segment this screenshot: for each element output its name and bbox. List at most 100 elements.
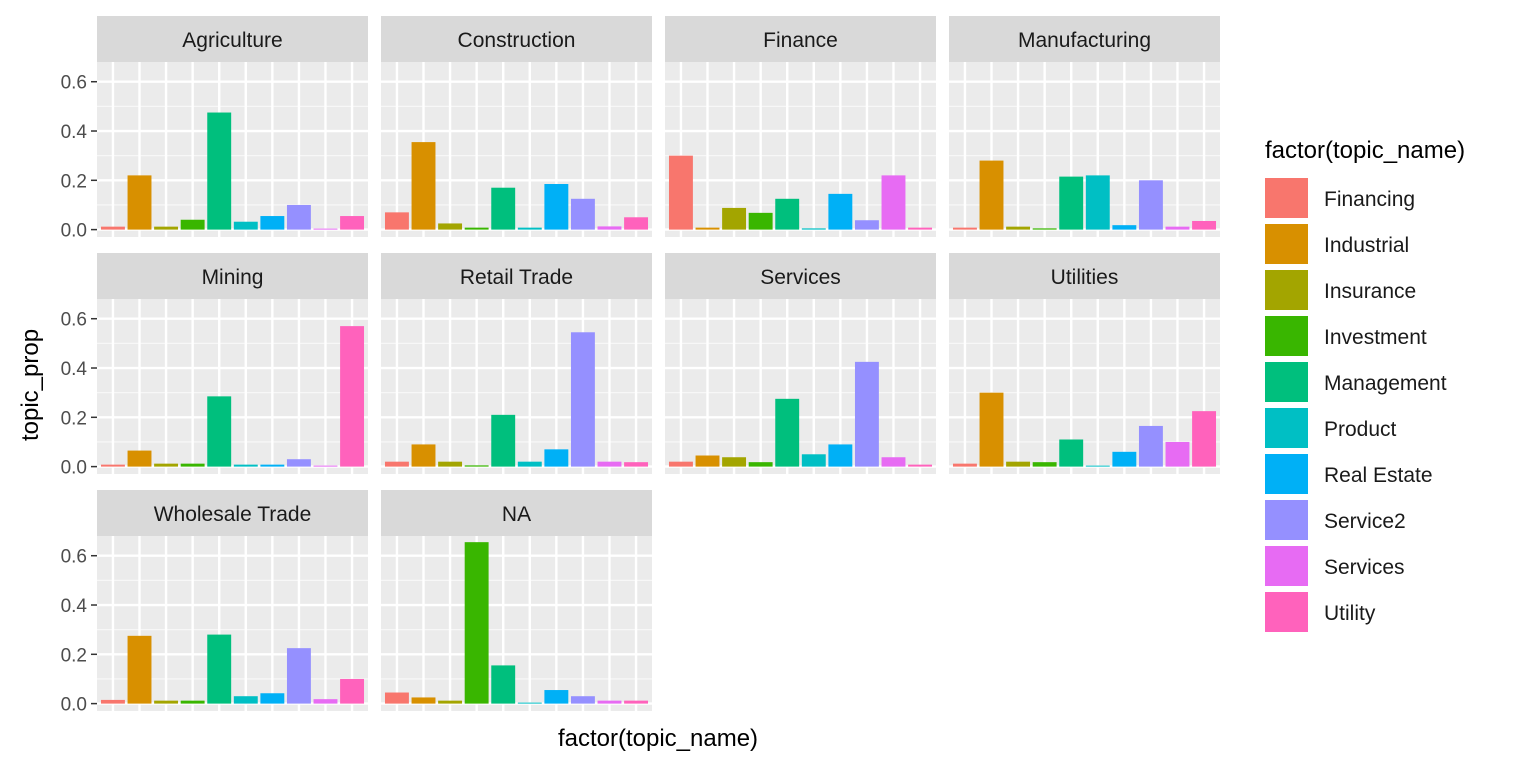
bar — [952, 227, 977, 230]
bar — [570, 332, 595, 467]
bar — [491, 414, 516, 467]
y-tick-label: 0.6 — [61, 310, 87, 331]
y-tick-label: 0.6 — [61, 547, 87, 568]
bar — [464, 465, 489, 467]
bar — [1006, 226, 1031, 230]
facet-strip-label: Utilities — [1051, 266, 1119, 289]
bar — [154, 700, 179, 704]
bar — [1059, 176, 1084, 230]
bar — [340, 678, 365, 704]
bar — [544, 184, 569, 230]
legend-label: Financing — [1324, 188, 1415, 211]
facet-strip — [97, 490, 368, 536]
bar — [1085, 175, 1110, 230]
bar — [748, 212, 773, 230]
facet-strip — [381, 490, 652, 536]
facet-panel: Manufacturing — [949, 16, 1220, 237]
bar — [491, 665, 516, 704]
bar — [881, 175, 906, 230]
panel-background — [381, 536, 652, 711]
bar — [801, 228, 826, 230]
bar — [313, 465, 338, 467]
legend-key — [1265, 454, 1308, 494]
y-tick-label: 0.6 — [61, 73, 87, 94]
legend-label: Industrial — [1324, 234, 1409, 257]
y-tick-label: 0.4 — [61, 122, 88, 143]
bar — [411, 444, 436, 467]
bar — [517, 702, 542, 704]
bar — [384, 692, 409, 704]
bar — [100, 464, 125, 467]
y-tick-label: 0.0 — [61, 695, 87, 716]
bar — [1032, 462, 1057, 467]
bar — [624, 700, 649, 704]
bar — [384, 212, 409, 230]
bar — [854, 361, 879, 467]
bar — [570, 198, 595, 230]
facet-strip — [97, 16, 368, 62]
facet-panels: Agriculture 0.0 0.2 0.4 0.6 Construction Finan… — [61, 16, 1220, 716]
facet-strip — [665, 253, 936, 299]
bar — [127, 635, 152, 704]
bar — [517, 461, 542, 467]
bar — [180, 463, 205, 467]
bar — [260, 216, 285, 230]
y-tick-label: 0.2 — [61, 408, 87, 429]
bar — [775, 398, 800, 467]
bar — [100, 699, 125, 704]
bar — [233, 696, 258, 704]
x-axis-title: factor(topic_name) — [558, 725, 758, 752]
bar — [207, 396, 232, 467]
bar — [1192, 220, 1217, 230]
y-tick-label: 0.0 — [61, 458, 87, 479]
bar — [597, 461, 622, 467]
bar — [286, 648, 311, 704]
bar — [411, 697, 436, 704]
bar — [127, 175, 152, 230]
bar — [695, 455, 720, 467]
facet-panel: Construction — [381, 16, 652, 237]
bar — [908, 464, 933, 467]
bar — [1165, 226, 1190, 230]
facet-strip-label: Agriculture — [182, 29, 282, 52]
facet-panel: NA — [381, 490, 652, 711]
bar — [100, 226, 125, 230]
bar — [1112, 451, 1137, 467]
bar — [207, 634, 232, 704]
bar — [722, 207, 747, 230]
facet-strip-label: NA — [502, 503, 531, 526]
bar — [180, 219, 205, 230]
facet-strip — [381, 253, 652, 299]
bar — [801, 454, 826, 467]
bar — [722, 457, 747, 467]
bar — [384, 461, 409, 467]
bar — [286, 459, 311, 467]
bar — [233, 464, 258, 467]
y-tick-label: 0.4 — [61, 359, 88, 380]
bar — [233, 221, 258, 230]
bar — [464, 227, 489, 230]
legend-label: Services — [1324, 556, 1405, 579]
facet-panel: Utilities — [949, 253, 1220, 474]
bar — [1138, 180, 1163, 230]
bar — [570, 696, 595, 704]
bar — [127, 450, 152, 467]
facet-panel: Finance — [665, 16, 936, 237]
facet-strip-label: Construction — [458, 29, 576, 52]
facet-strip-label: Retail Trade — [460, 266, 573, 289]
y-axis-title: topic_prop — [17, 329, 44, 441]
bar — [154, 463, 179, 467]
legend-label: Real Estate — [1324, 464, 1433, 487]
legend-title: factor(topic_name) — [1265, 137, 1465, 164]
legend: factor(topic_name) Financing Industrial In… — [1265, 137, 1465, 632]
legend-key — [1265, 224, 1308, 264]
bar — [260, 464, 285, 467]
legend-label: Product — [1324, 418, 1397, 441]
legend-key — [1265, 546, 1308, 586]
bar — [854, 220, 879, 230]
bar — [438, 223, 463, 230]
legend-key — [1265, 316, 1308, 356]
bar — [544, 690, 569, 704]
bar — [748, 462, 773, 467]
bar — [154, 226, 179, 230]
